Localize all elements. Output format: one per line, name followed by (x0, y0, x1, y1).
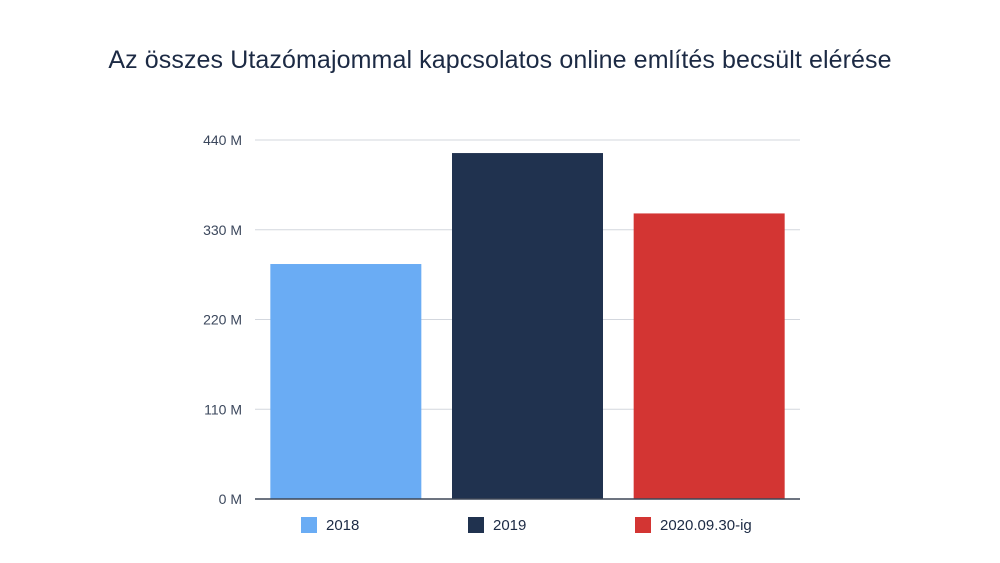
y-tick-label: 440 M (203, 132, 242, 148)
y-tick-label: 110 M (204, 401, 242, 417)
chart-title: Az összes Utazómajommal kapcsolatos onli… (108, 46, 892, 74)
y-tick-label: 330 M (203, 222, 242, 238)
y-tick-label: 0 M (219, 491, 242, 507)
bars (270, 153, 785, 499)
legend: 2018 2019 2020.09.30-ig (301, 517, 752, 534)
legend-swatch (301, 517, 317, 533)
bar-2020-09-30-ig (633, 213, 785, 499)
bar-2019 (452, 153, 603, 499)
legend-label: 2019 (493, 517, 526, 534)
legend-label: 2020.09.30-ig (660, 517, 752, 534)
y-tick-label: 220 M (203, 312, 242, 328)
y-axis-tick-labels: 0 M 110 M 220 M 330 M 440 M (203, 132, 242, 507)
legend-label: 2018 (326, 517, 359, 534)
legend-swatch (635, 517, 651, 533)
legend-swatch (468, 517, 484, 533)
bar-2018 (270, 264, 422, 499)
